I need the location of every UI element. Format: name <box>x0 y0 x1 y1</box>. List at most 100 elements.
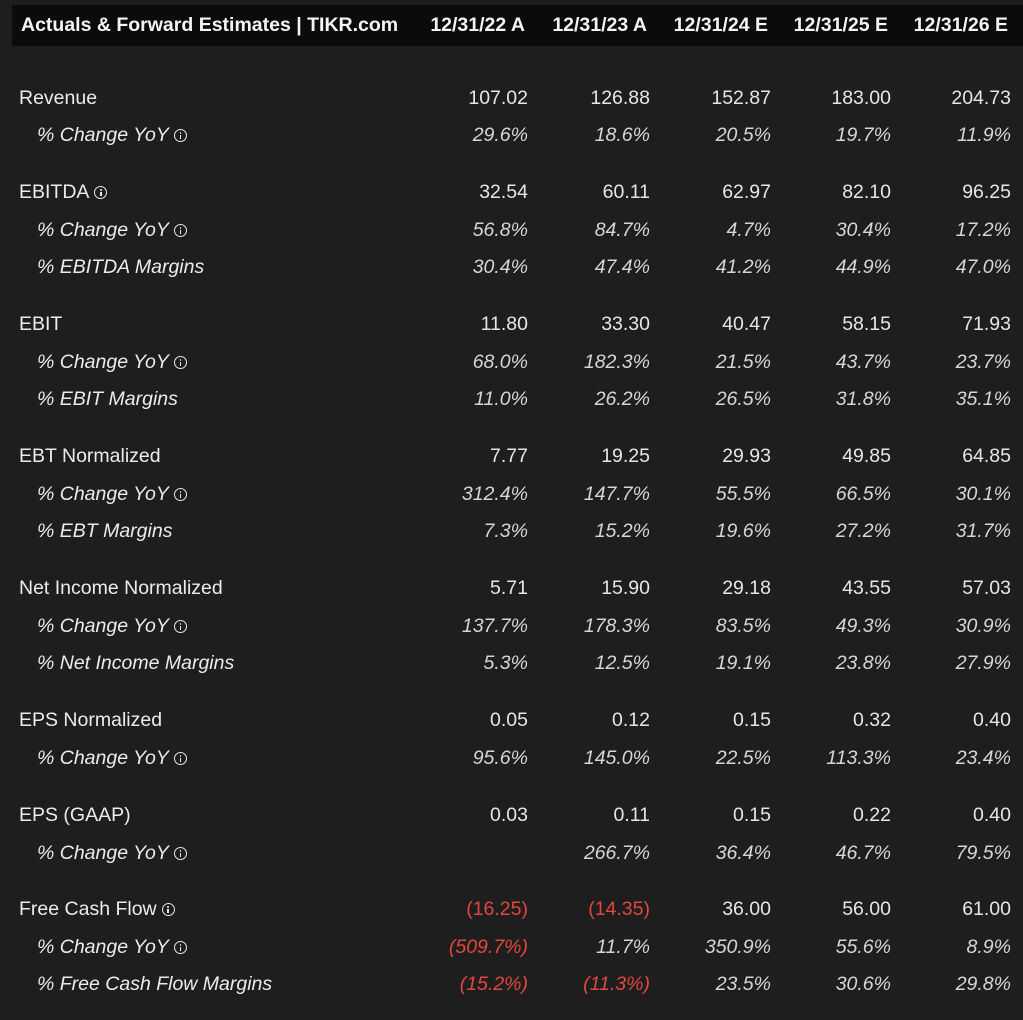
cell-value: 12.5% <box>594 652 650 674</box>
row-label-text: % Net Income Margins <box>37 652 235 674</box>
cell-value: 15.2% <box>594 520 650 542</box>
cell-value: 47.0% <box>955 256 1011 278</box>
cell-value: 183.00 <box>831 87 891 109</box>
row-label: EBITDA <box>19 177 108 207</box>
table-row-ebitda-yoy: % Change YoY 56.8% 84.7% 4.7% 30.4% 17.2% <box>0 215 1023 245</box>
info-icon[interactable] <box>173 488 187 501</box>
row-label-text: EPS Normalized <box>19 709 163 731</box>
cell-value: 11.9% <box>957 124 1011 146</box>
cell-value: 0.40 <box>973 709 1011 731</box>
cell-value: 19.6% <box>715 520 771 542</box>
cell-value: 49.3% <box>835 615 891 637</box>
row-label: % Net Income Margins <box>37 648 234 678</box>
cell-value: (509.7%) <box>448 936 528 958</box>
table-title: Actuals & Forward Estimates | TIKR.com <box>21 14 399 36</box>
row-label-text: % Change YoY <box>37 936 169 958</box>
cell-value: 55.5% <box>715 483 771 505</box>
cell-value: 36.4% <box>715 842 771 864</box>
cell-value: 84.7% <box>594 219 650 241</box>
cell-value: 29.6% <box>472 124 528 146</box>
cell-value: 44.9% <box>835 256 891 278</box>
row-label-text: Free Cash Flow <box>19 898 157 920</box>
column-header: 12/31/26 E <box>913 14 1008 36</box>
row-label-text: % Change YoY <box>37 747 169 769</box>
cell-value: 17.2% <box>955 219 1011 241</box>
cell-value: 56.00 <box>842 898 891 920</box>
row-label-text: % Free Cash Flow Margins <box>37 973 273 995</box>
info-icon[interactable] <box>173 847 187 860</box>
cell-value: 0.15 <box>733 709 771 731</box>
cell-value: 147.7% <box>583 483 650 505</box>
table-header: Actuals & Forward Estimates | TIKR.com 1… <box>12 5 1023 46</box>
cell-value: 30.4% <box>835 219 891 241</box>
row-label: EBT Normalized <box>19 441 161 471</box>
row-label: % EBIT Margins <box>37 384 178 414</box>
cell-value: 204.73 <box>951 87 1011 109</box>
info-icon[interactable] <box>173 224 187 237</box>
info-icon[interactable] <box>161 903 175 916</box>
info-icon[interactable] <box>94 186 108 199</box>
cell-value: 0.32 <box>853 709 891 731</box>
table-row-ebit-margins: % EBIT Margins 11.0% 26.2% 26.5% 31.8% 35.1% <box>0 384 1023 414</box>
row-label-text: % EBIT Margins <box>37 388 178 410</box>
cell-value: 58.15 <box>842 313 891 335</box>
table-row-eps-normalized: EPS Normalized 0.05 0.12 0.15 0.32 0.40 <box>0 705 1023 735</box>
cell-value: 57.03 <box>962 577 1011 599</box>
table-row-ebt-margins: % EBT Margins 7.3% 15.2% 19.6% 27.2% 31.7% <box>0 516 1023 546</box>
cell-value: 5.3% <box>483 652 528 674</box>
cell-value: 36.00 <box>722 898 771 920</box>
cell-value: 49.85 <box>842 445 891 467</box>
row-label: % Free Cash Flow Margins <box>37 969 272 999</box>
row-label: % Change YoY <box>37 479 187 509</box>
column-header: 12/31/22 A <box>430 14 525 36</box>
column-header: 12/31/24 E <box>673 14 768 36</box>
table-row-fcf-yoy: % Change YoY (509.7%) 11.7% 350.9% 55.6% 8.9% <box>0 932 1023 962</box>
cell-value: 7.3% <box>483 520 528 542</box>
cell-value: 19.25 <box>601 445 650 467</box>
table-row-eps-normalized-yoy: % Change YoY 95.6% 145.0% 22.5% 113.3% 23.4% <box>0 743 1023 773</box>
row-label-text: EBT Normalized <box>19 445 161 467</box>
cell-value: 30.4% <box>472 256 528 278</box>
cell-value: 145.0% <box>583 747 650 769</box>
info-icon[interactable] <box>173 129 187 142</box>
info-icon[interactable] <box>173 356 187 369</box>
cell-value: 43.7% <box>835 351 891 373</box>
info-icon[interactable] <box>173 752 187 765</box>
cell-value: 30.6% <box>835 973 891 995</box>
cell-value: 178.3% <box>583 615 650 637</box>
row-label-text: % Change YoY <box>37 219 169 241</box>
cell-value: 26.2% <box>594 388 650 410</box>
cell-value: 64.85 <box>962 445 1011 467</box>
cell-value: 107.02 <box>468 87 528 109</box>
row-label: % Change YoY <box>37 611 187 641</box>
cell-value: 23.8% <box>835 652 891 674</box>
cell-value: 82.10 <box>842 181 891 203</box>
table-row-ebitda: EBITDA 32.54 60.11 62.97 82.10 96.25 <box>0 177 1023 207</box>
table-row-net-income-yoy: % Change YoY 137.7% 178.3% 83.5% 49.3% 30.9% <box>0 611 1023 641</box>
table-row-free-cash-flow: Free Cash Flow (16.25) (14.35) 36.00 56.00 61… <box>0 894 1023 924</box>
cell-value: (14.35) <box>588 898 650 920</box>
cell-value: (15.2%) <box>459 973 528 995</box>
info-icon[interactable] <box>173 941 187 954</box>
cell-value: 21.5% <box>715 351 771 373</box>
cell-value: 312.4% <box>461 483 528 505</box>
row-label: % Change YoY <box>37 120 187 150</box>
cell-value: 96.25 <box>962 181 1011 203</box>
cell-value: 27.2% <box>835 520 891 542</box>
info-icon[interactable] <box>173 620 187 633</box>
cell-value: 62.97 <box>722 181 771 203</box>
cell-value: 56.8% <box>472 219 528 241</box>
cell-value: 11.80 <box>480 313 528 335</box>
cell-value: 18.6% <box>594 124 650 146</box>
cell-value: 79.5% <box>955 842 1011 864</box>
cell-value: 137.7% <box>461 615 528 637</box>
cell-value: 23.4% <box>955 747 1011 769</box>
cell-value: 19.7% <box>835 124 891 146</box>
table-row-net-income-normalized: Net Income Normalized 5.71 15.90 29.18 43.55… <box>0 573 1023 603</box>
cell-value: 0.05 <box>490 709 528 731</box>
cell-value: 8.9% <box>966 936 1011 958</box>
cell-value: 0.03 <box>490 804 528 826</box>
row-label: Net Income Normalized <box>19 573 223 603</box>
table-row-revenue-yoy: % Change YoY 29.6% 18.6% 20.5% 19.7% 11.9% <box>0 120 1023 150</box>
cell-value: 40.47 <box>722 313 771 335</box>
